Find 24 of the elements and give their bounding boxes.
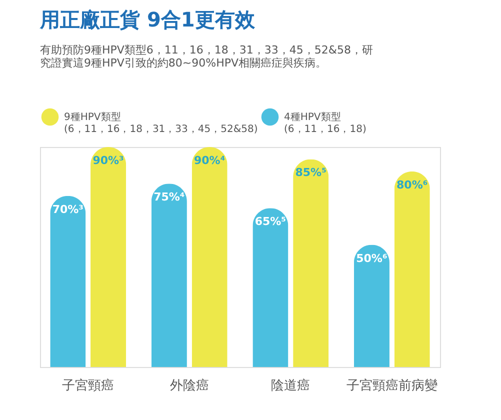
- bar: [354, 244, 390, 367]
- bar: [293, 159, 329, 367]
- data-label: 80%⁶: [396, 178, 428, 192]
- bar: [90, 147, 126, 367]
- bar: [394, 171, 430, 367]
- data-label: 65%⁵: [254, 215, 286, 228]
- chart-title: 用正廠正貨 9合1更有效: [39, 7, 256, 32]
- chart-subtitle: 有助預防9種HPV類型6，11，16，18，31，33，45，52&58，研究證實這9種HPV引致的約80~90%HPV相關癌症與疾病。: [40, 43, 373, 70]
- bar: [151, 184, 187, 367]
- x-tick-label: 子宮頸癌: [62, 378, 114, 394]
- data-label: 90%³: [92, 154, 124, 167]
- x-tick-label: 子宮頸癌前病變: [346, 378, 438, 394]
- x-tick-label: 外陰癌: [170, 378, 209, 394]
- data-label: 75%⁴: [154, 190, 185, 204]
- bar: [252, 208, 288, 367]
- x-tick-label: 陰道癌: [271, 378, 310, 394]
- data-label: 90%⁴: [194, 154, 226, 167]
- bar: [192, 147, 228, 367]
- data-label: 50%⁶: [356, 252, 388, 265]
- data-label: 70%³: [52, 202, 84, 216]
- bar: [50, 196, 86, 367]
- legend-label: 4種HPV類型 (6，11，16，18): [284, 111, 366, 135]
- data-label: 85%⁵: [295, 166, 327, 180]
- legend-label: 9種HPV類型 (6，11，16，18，31，33，45，52&58): [64, 111, 258, 135]
